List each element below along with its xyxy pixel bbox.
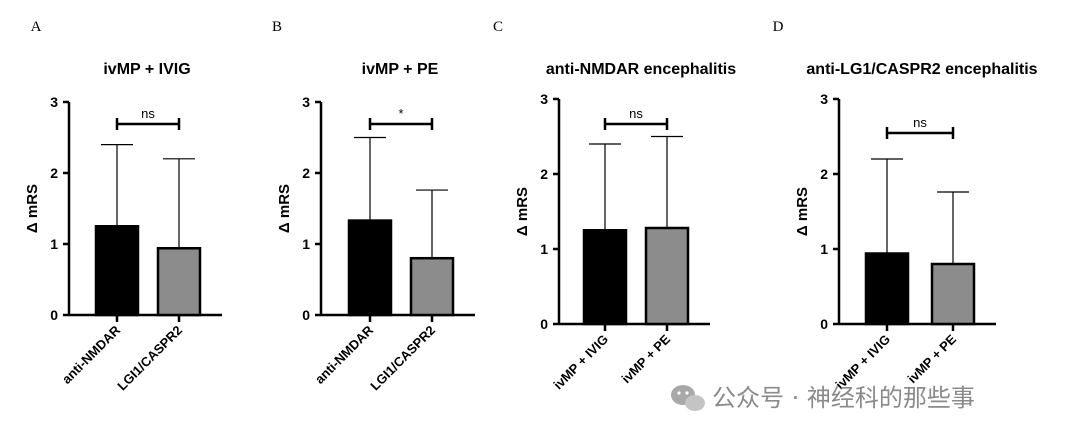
significance-label: * bbox=[398, 106, 403, 121]
significance-bracket bbox=[603, 118, 669, 130]
y-tick-label: 0 bbox=[820, 316, 828, 332]
y-axis-label: Δ mRS bbox=[514, 187, 531, 236]
y-tick-label: 2 bbox=[302, 165, 310, 181]
x-tick-label: ivMP + PE bbox=[904, 331, 959, 386]
watermark-text: 公众号 · 神经科的那些事 bbox=[712, 384, 975, 412]
significance-bracket bbox=[115, 118, 181, 130]
panel-letter: B bbox=[272, 19, 282, 35]
panel-letter: D bbox=[773, 19, 784, 35]
wechat-icon bbox=[671, 385, 705, 411]
y-tick-label: 1 bbox=[540, 241, 548, 257]
panel-title: ivMP + PE bbox=[362, 61, 439, 78]
y-tick-label: 3 bbox=[50, 94, 58, 110]
y-axis-label: Δ mRS bbox=[24, 184, 41, 233]
bar bbox=[644, 226, 690, 326]
significance-label: ns bbox=[913, 115, 927, 130]
significance-bracket bbox=[368, 118, 434, 130]
x-tick-label: LGI1/CASPR2 bbox=[367, 323, 438, 394]
bar bbox=[156, 247, 202, 317]
watermark: 公众号 · 神经科的那些事 bbox=[671, 384, 975, 412]
y-axis-label: Δ mRS bbox=[794, 187, 811, 236]
y-tick-label: 2 bbox=[820, 166, 828, 182]
y-tick-label: 2 bbox=[540, 166, 548, 182]
x-tick-label: anti-NMDAR bbox=[59, 322, 124, 387]
bar bbox=[94, 225, 140, 317]
y-tick-label: 0 bbox=[302, 307, 310, 323]
y-axis-label: Δ mRS bbox=[276, 184, 293, 233]
bar bbox=[582, 229, 628, 326]
panel-title: anti-LG1/CASPR2 encephalitis bbox=[806, 61, 1037, 78]
y-tick-label: 1 bbox=[820, 241, 828, 257]
y-tick-label: 0 bbox=[540, 316, 548, 332]
panel-letter: C bbox=[493, 19, 503, 35]
y-tick-label: 0 bbox=[50, 307, 58, 323]
x-tick-label: anti-NMDAR bbox=[312, 322, 377, 387]
x-tick-label: ivMP + IVIG bbox=[550, 332, 611, 393]
bar bbox=[409, 256, 455, 317]
panel-letter: A bbox=[31, 19, 42, 35]
x-tick-label: LGI1/CASPR2 bbox=[114, 323, 185, 394]
y-tick-label: 1 bbox=[50, 236, 58, 252]
bar bbox=[864, 252, 910, 326]
bar bbox=[930, 262, 976, 326]
y-tick-label: 3 bbox=[302, 94, 310, 110]
panel-title: anti-NMDAR encephalitis bbox=[546, 61, 736, 78]
y-tick-label: 1 bbox=[302, 236, 310, 252]
significance-bracket bbox=[885, 127, 955, 139]
significance-label: ns bbox=[629, 106, 643, 121]
significance-label: ns bbox=[141, 106, 155, 121]
bar bbox=[347, 219, 393, 317]
y-tick-label: 2 bbox=[50, 165, 58, 181]
x-tick-label: ivMP + PE bbox=[618, 331, 673, 386]
panel-title: ivMP + IVIG bbox=[103, 61, 190, 78]
y-tick-label: 3 bbox=[820, 91, 828, 107]
y-tick-label: 3 bbox=[540, 91, 548, 107]
